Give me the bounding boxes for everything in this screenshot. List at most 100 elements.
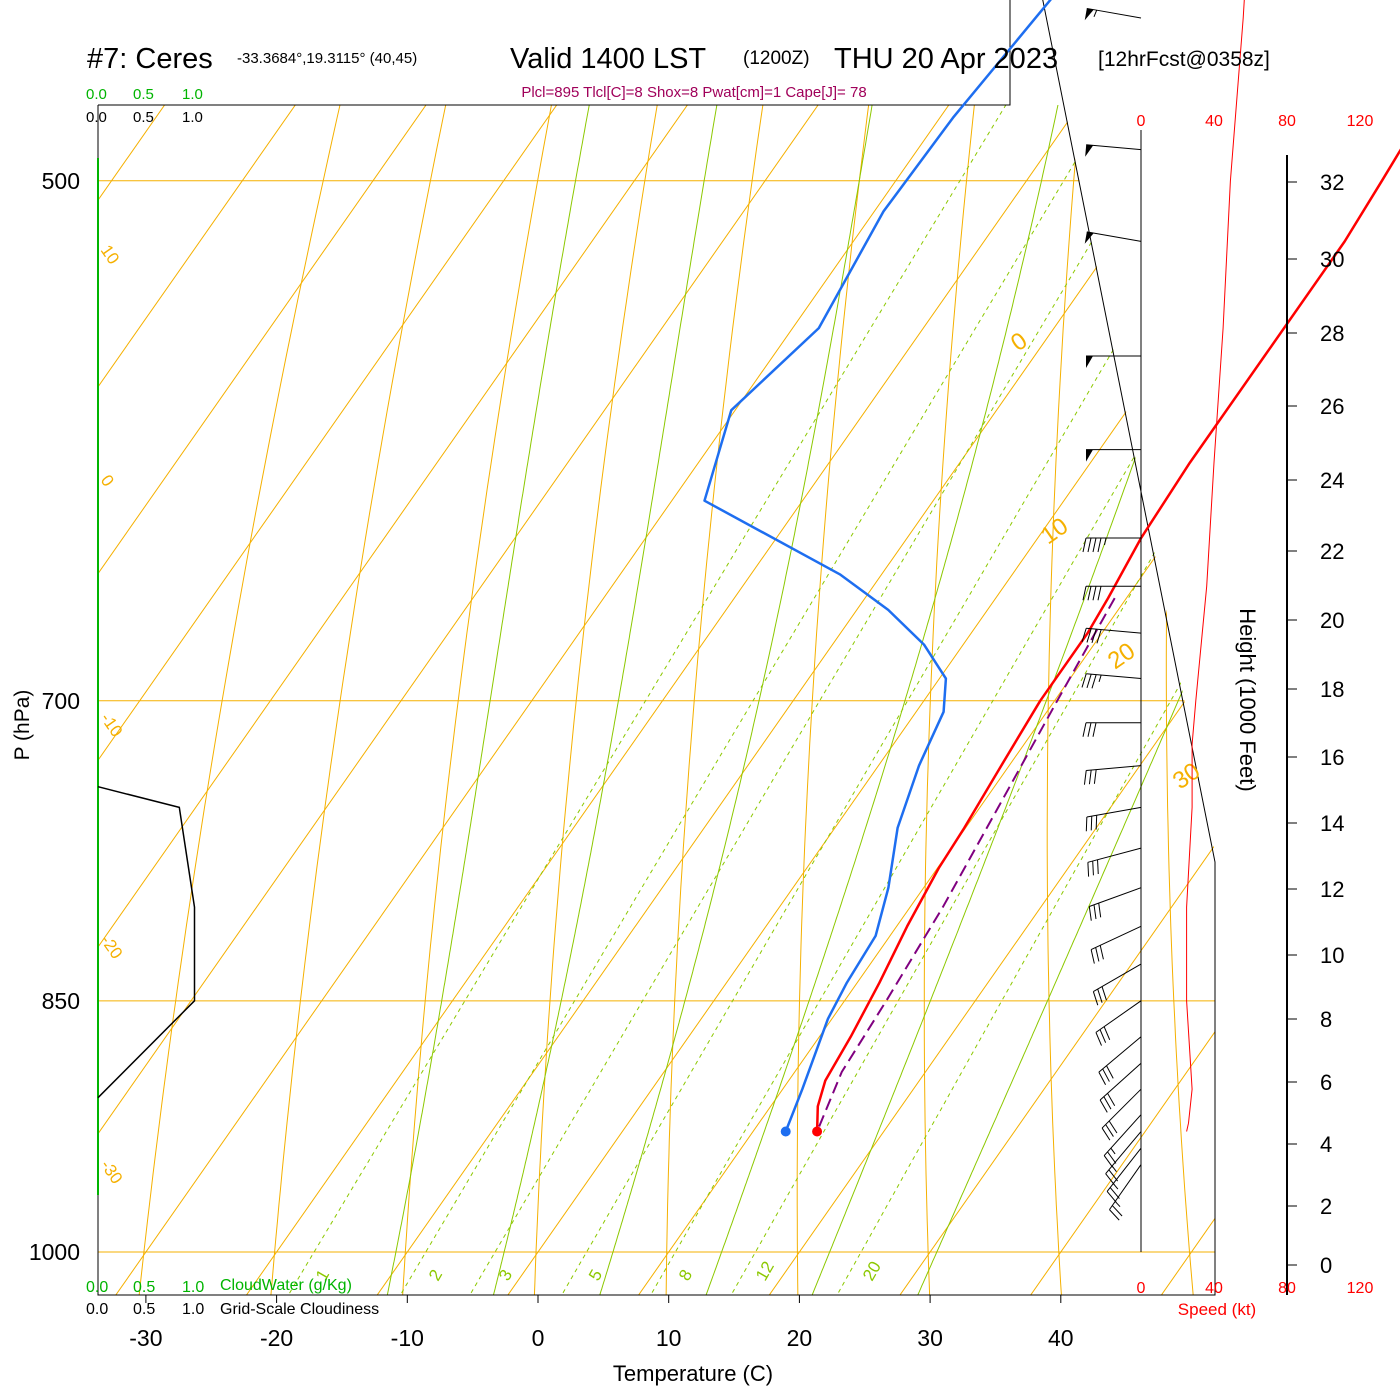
dry-adiabat — [138, 105, 341, 1295]
speed-tick-bottom: 40 — [1205, 1280, 1223, 1297]
bottom-green-scale-2: 1.0 — [182, 1279, 204, 1296]
isotherm-line — [1269, 0, 1400, 1327]
top-green-scale-1: 0.5 — [133, 86, 154, 103]
wind-barb-half-feather — [1111, 1165, 1117, 1172]
mixing-ratio-line — [836, 621, 1215, 1295]
isotherm-line — [98, 105, 819, 1135]
wind-barb-staff — [1086, 765, 1142, 771]
height-tick-label: 0 — [1320, 1253, 1332, 1278]
wind-barb — [1083, 765, 1142, 785]
wind-barb-half-feather — [1112, 1183, 1119, 1190]
speed-tick-bottom: 0 — [1137, 1280, 1146, 1297]
temperature-tick-label: 0 — [532, 1325, 545, 1351]
wind-barb-feather — [1107, 1151, 1117, 1164]
speed-tick-top: 0 — [1137, 113, 1146, 130]
height-tick-label: 10 — [1320, 943, 1344, 968]
wind-barb — [1084, 7, 1142, 21]
wind-barb-feather — [1097, 988, 1103, 1003]
isotherm-line — [98, 105, 689, 948]
wind-barb-feather — [1103, 1026, 1111, 1041]
wind-barb — [1085, 144, 1142, 157]
wind-barb-staff — [1109, 1164, 1142, 1210]
cloudwater-legend: CloudWater (g/Kg) — [220, 1277, 352, 1294]
isotherm-label: -30 — [97, 1156, 127, 1187]
mixing-ratio-label: 3 — [495, 1266, 516, 1284]
height-tick-label: 18 — [1320, 677, 1344, 702]
wind-barb-feather — [1108, 1120, 1118, 1134]
bottom-black-scale-1: 0.5 — [133, 1301, 155, 1318]
pressure-tick-label: 850 — [42, 988, 80, 1014]
isotherm-line — [768, 657, 1215, 1295]
wind-barb-pennant — [1084, 8, 1094, 21]
surface-temperature-point — [812, 1126, 823, 1137]
height-tick-label: 16 — [1320, 745, 1344, 770]
wind-barb — [1085, 806, 1142, 832]
isotherm-line — [637, 470, 1215, 1295]
height-tick-label: 24 — [1320, 468, 1344, 493]
wind-barb — [1082, 537, 1141, 553]
plot-mask — [1010, 0, 1217, 862]
height-tick-label: 8 — [1320, 1007, 1332, 1032]
frame-outline — [97, 0, 1216, 1296]
isotherm-line — [899, 844, 1215, 1295]
bottom-black-scale-0: 0.0 — [86, 1301, 108, 1318]
wind-barb — [1098, 1036, 1142, 1086]
isotherm-line — [98, 105, 558, 762]
wind-barb-feather — [1097, 586, 1102, 601]
temperature-tick-label: -30 — [129, 1325, 162, 1351]
wind-barb-feather — [1098, 903, 1102, 918]
wind-barb-staff — [1086, 627, 1142, 634]
height-axis-title: Height (1000 Feet) — [1235, 608, 1260, 791]
wind-barb-pennant — [1084, 231, 1094, 244]
wind-barb-feather — [1092, 722, 1097, 737]
wind-barb-feather — [1099, 1099, 1108, 1113]
mixing-ratio-line — [469, 105, 1174, 1295]
height-tick-label: 20 — [1320, 608, 1344, 633]
wind-barb-feather — [1081, 628, 1087, 643]
wind-barb — [1086, 449, 1141, 462]
speed-tick-bottom: 80 — [1278, 1280, 1296, 1297]
isotherm-line — [98, 105, 166, 202]
wind-barb-feather — [1092, 991, 1099, 1006]
dewpoint-trace — [703, 0, 1052, 1132]
moist-adiabat — [386, 105, 590, 1295]
wind-barb-feather — [1101, 986, 1107, 1001]
wind-barb-feather — [1097, 859, 1099, 875]
wind-barb-feather — [1105, 1173, 1115, 1186]
wind-barb-pennant — [1086, 355, 1093, 368]
pressure-tick-label: 1000 — [29, 1239, 80, 1265]
moist-adiabat — [811, 224, 1215, 1295]
wind-barb-feather — [1103, 1155, 1113, 1168]
moist-adiabat — [492, 105, 718, 1295]
isotherm-label: 0 — [97, 471, 118, 490]
dry-adiabat — [1394, 0, 1400, 1327]
isotherm-line — [115, 105, 950, 1295]
wind-barb-feather — [1096, 629, 1102, 644]
wind-barb-half-feather — [1104, 537, 1107, 546]
wind-barb — [1081, 627, 1142, 644]
data-series — [97, 0, 1400, 1137]
wind-barb — [1081, 673, 1142, 689]
height-tick-label: 4 — [1320, 1132, 1332, 1157]
wind-barb-feather — [1103, 1096, 1112, 1110]
wind-barb-feather — [1095, 815, 1098, 830]
cloudiness-trace — [97, 785, 196, 1099]
wind-barb — [1082, 722, 1141, 737]
wind-barb-staff — [1087, 847, 1142, 863]
wind-barb-feather — [1107, 1093, 1116, 1106]
plot-frame — [97, 0, 1216, 1296]
station-title: #7: Ceres — [87, 43, 213, 75]
axis-labels: 2503004005007008501000-30-20-10010203040… — [29, 168, 1205, 1351]
wind-barb-feather — [1095, 1032, 1102, 1046]
wind-barbs — [1081, 7, 1142, 1221]
top-black-scale-1: 0.5 — [133, 109, 154, 126]
wind-barb-pennant — [1086, 449, 1093, 462]
wind-barb-feather — [1082, 586, 1087, 601]
wind-barb-feather — [1091, 674, 1097, 689]
speed-tick-bottom: 120 — [1347, 1280, 1374, 1297]
wind-barb-feather — [1102, 1068, 1110, 1082]
wind-barb-staff — [1101, 1088, 1142, 1129]
temperature-tick-label: 10 — [656, 1325, 682, 1351]
bottom-green-scale-0: 0.0 — [86, 1279, 108, 1296]
wind-barb — [1086, 355, 1141, 368]
